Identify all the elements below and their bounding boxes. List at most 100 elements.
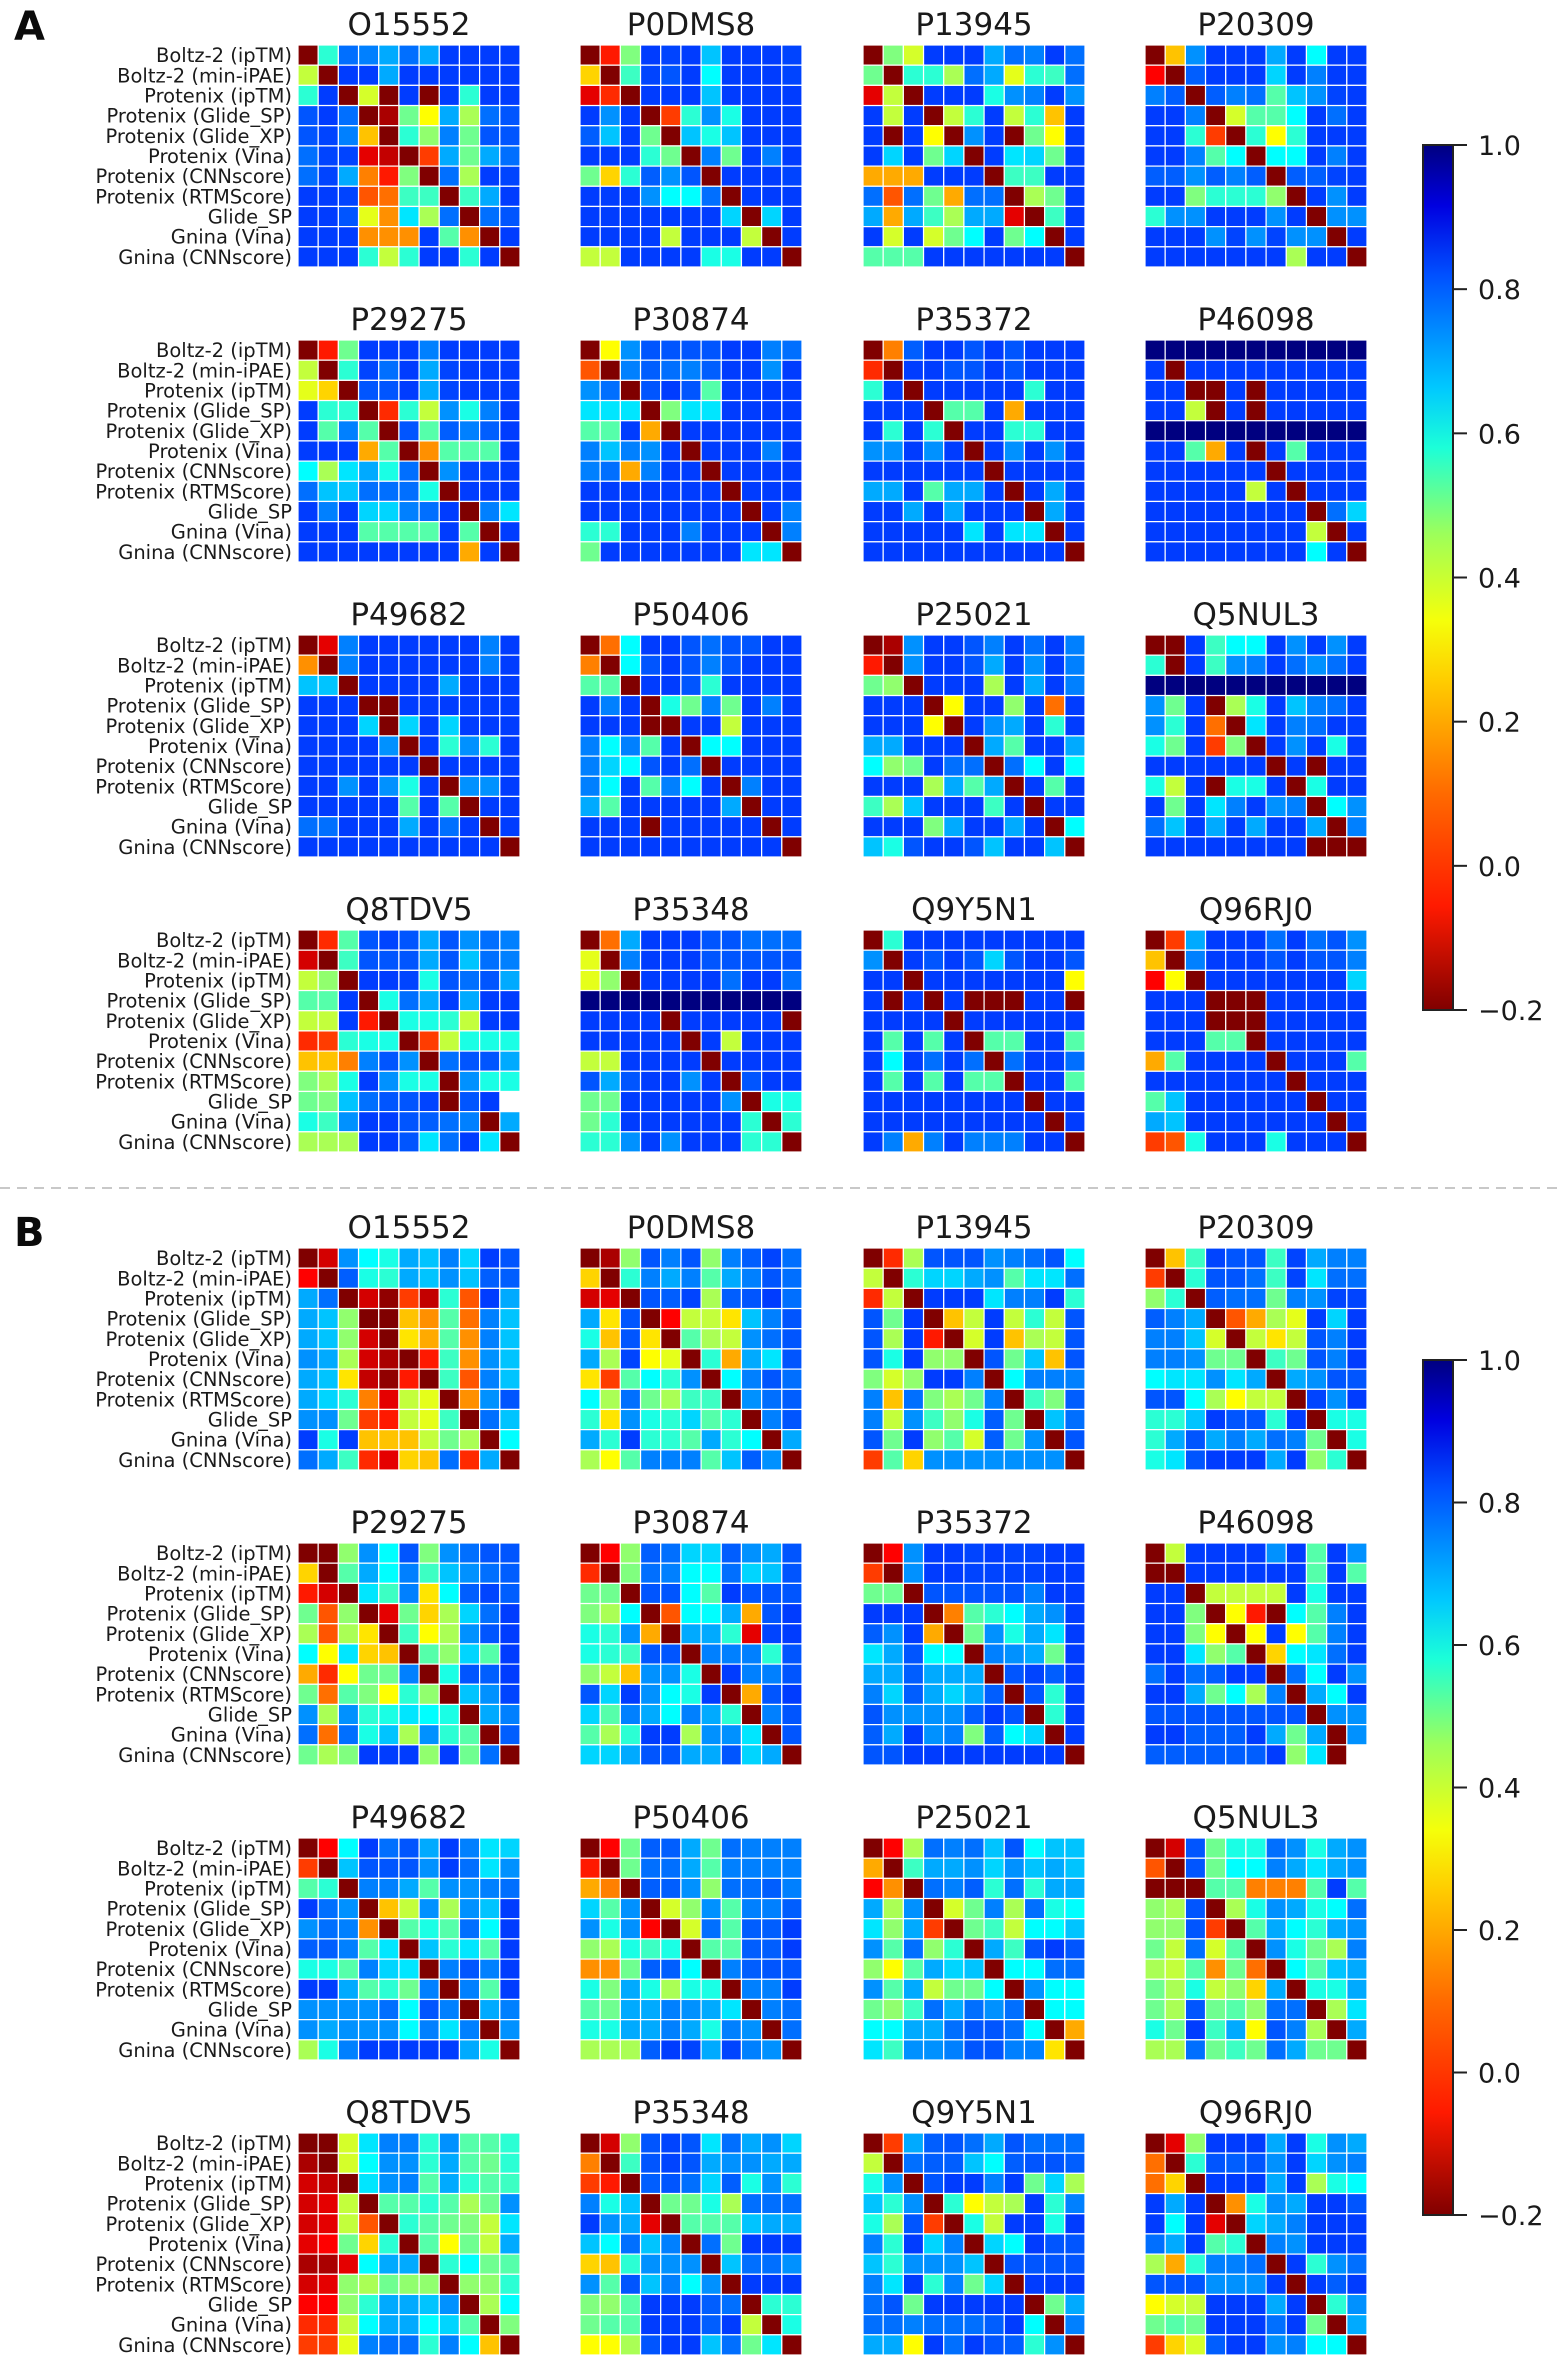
heatmap-cell — [700, 949, 722, 971]
heatmap-cell — [599, 1030, 621, 1052]
heatmap-cell — [297, 2132, 319, 2154]
heatmap-cell — [680, 1582, 702, 1605]
heatmap-cell — [639, 1090, 662, 1113]
heatmap-cell — [1064, 185, 1086, 208]
heatmap-cell — [781, 1938, 803, 1960]
heatmap-cell — [720, 2334, 743, 2356]
heatmap-cell — [740, 1348, 763, 1370]
heatmap-cell — [357, 654, 380, 676]
heatmap-cell — [1164, 1683, 1186, 1706]
heatmap-cell — [579, 1837, 601, 1859]
heatmap-cell — [1003, 1267, 1026, 1289]
heatmap-cell — [660, 541, 682, 563]
heatmap-cell — [1245, 359, 1267, 381]
heatmap-cell — [599, 1998, 621, 2021]
heatmap-cell — [740, 1542, 763, 1564]
heatmap-cell — [1305, 246, 1328, 268]
heatmap-cell — [781, 2172, 803, 2195]
heatmap-cell — [398, 1368, 420, 1390]
heatmap-cell — [1265, 84, 1287, 107]
row-label: Protenix (CNNscore) — [96, 2253, 293, 2276]
heatmap-cell — [418, 1368, 440, 1390]
heatmap-cell — [1346, 1131, 1368, 1153]
heatmap-cell — [418, 2233, 440, 2255]
heatmap-cell — [337, 379, 360, 402]
heatmap-cell — [720, 1247, 743, 1269]
heatmap-cell — [297, 2172, 319, 2195]
heatmap-cell — [297, 694, 319, 717]
heatmap-cell — [1225, 440, 1247, 462]
heatmap-cell — [1285, 1542, 1308, 1564]
row-label: Protenix (ipTM) — [144, 1582, 292, 1605]
heatmap-cell — [458, 2172, 481, 2195]
heatmap-cell — [1326, 989, 1348, 1012]
heatmap-cell — [1164, 949, 1186, 971]
heatmap-cell — [1346, 634, 1368, 656]
heatmap-cell — [700, 1837, 722, 1859]
row-label: Glide_SP — [208, 1704, 292, 1727]
heatmap-cell — [1204, 1562, 1227, 1584]
heatmap-cell — [1023, 541, 1046, 563]
heatmap-cell — [1184, 735, 1207, 757]
heatmap-cell — [1164, 1247, 1186, 1269]
heatmap-cell — [398, 969, 420, 992]
heatmap-cell — [1144, 969, 1166, 992]
heatmap-cell — [1245, 1348, 1267, 1370]
heatmap-cell — [1164, 1010, 1186, 1032]
heatmap-cell — [357, 2253, 380, 2275]
heatmap-cell — [1285, 929, 1308, 951]
heatmap-cell — [378, 674, 400, 697]
heatmap-cell — [317, 2132, 339, 2154]
heatmap-cell — [720, 1897, 743, 1920]
heatmap-cell — [1184, 1837, 1207, 1859]
heatmap-cell — [297, 1703, 319, 1726]
heatmap-cell — [1064, 104, 1086, 127]
heatmap-cell — [639, 2233, 662, 2255]
heatmap-cell — [680, 1663, 702, 1685]
heatmap-cell — [1064, 1897, 1086, 1920]
heatmap-cell — [1305, 2019, 1328, 2041]
heatmap-cell — [599, 674, 621, 697]
heatmap-cell — [499, 1837, 521, 1859]
heatmap-cell — [1225, 1307, 1247, 1330]
heatmap-cell — [418, 246, 440, 268]
colorbar-tick-label: 0.2 — [1478, 1916, 1521, 1947]
heatmap-cell — [660, 1050, 682, 1072]
heatmap-cell — [660, 246, 682, 268]
heatmap-cell — [1164, 1582, 1186, 1605]
heatmap-cell — [1003, 2152, 1026, 2174]
heatmap-cell — [317, 1958, 339, 1980]
heatmap-cell — [1003, 1938, 1026, 1960]
heatmap-cell — [1305, 1703, 1328, 1726]
heatmap-cell — [297, 125, 319, 147]
heatmap-cell — [902, 1449, 925, 1471]
heatmap-cell — [1346, 1050, 1368, 1072]
heatmap-cell — [943, 634, 965, 656]
panel-title: Q9Y5N1 — [911, 2095, 1037, 2131]
heatmap-cell — [1225, 2172, 1247, 2195]
heatmap-cell — [922, 44, 945, 66]
heatmap-cell — [963, 969, 985, 992]
heatmap-cell — [1326, 1070, 1348, 1093]
heatmap-cell — [1204, 816, 1227, 838]
heatmap-cell — [418, 1429, 440, 1451]
heatmap-cell — [357, 84, 380, 107]
heatmap-cell — [922, 1388, 945, 1411]
heatmap-cell — [1204, 1090, 1227, 1113]
heatmap-cell — [1225, 1998, 1247, 2021]
heatmap-cell — [458, 2039, 481, 2061]
panel-title: P35372 — [915, 302, 1032, 338]
heatmap-cell — [1044, 359, 1066, 381]
heatmap-cell — [599, 1562, 621, 1584]
heatmap-cell — [700, 1877, 722, 1900]
heatmap-cell — [963, 2152, 985, 2174]
heatmap-cell — [660, 2273, 682, 2296]
heatmap-cell — [943, 2152, 965, 2174]
heatmap-cell — [1184, 2293, 1207, 2316]
heatmap-cell — [761, 949, 783, 971]
heatmap-cell — [922, 1643, 945, 1665]
heatmap-cell — [378, 2019, 400, 2041]
row-label: Gnina (CNNscore) — [118, 1449, 292, 1472]
heatmap-cell — [378, 816, 400, 838]
heatmap-cell — [619, 480, 642, 503]
